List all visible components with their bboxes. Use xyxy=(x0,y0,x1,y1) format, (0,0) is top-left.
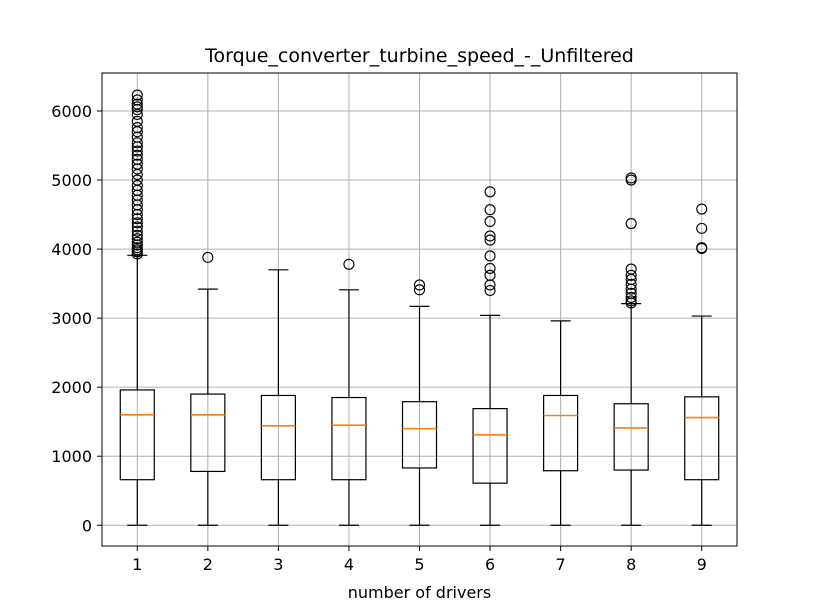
outlier-point xyxy=(131,213,143,225)
outlier-point xyxy=(131,145,143,157)
outlier-point xyxy=(131,98,143,110)
y-tick-label: 4000 xyxy=(51,240,92,259)
box-plot-series xyxy=(119,89,720,526)
y-tick-label: 3000 xyxy=(51,309,92,328)
outlier-point xyxy=(484,234,496,246)
outlier-point xyxy=(696,203,708,215)
outlier-point xyxy=(131,115,143,127)
box-group-2 xyxy=(190,251,226,526)
x-axis-label: number of drivers xyxy=(348,583,491,602)
outlier-point xyxy=(343,258,355,270)
outlier-point xyxy=(625,287,637,299)
box-group-1 xyxy=(119,89,155,526)
outlier-point xyxy=(131,149,143,161)
box-group-6 xyxy=(472,186,508,526)
iqr-box xyxy=(472,407,508,484)
outlier-point xyxy=(131,174,143,186)
x-tick-label: 8 xyxy=(626,555,636,574)
iqr-box xyxy=(331,396,367,481)
box-group-8 xyxy=(613,172,649,526)
box-group-7 xyxy=(543,320,579,526)
outlier-point xyxy=(131,221,143,233)
box-group-4 xyxy=(331,258,367,526)
iqr-box xyxy=(613,403,649,471)
outlier-point xyxy=(484,250,496,262)
outlier-point xyxy=(484,284,496,297)
iqr-box xyxy=(401,401,438,469)
outlier-point xyxy=(131,236,143,248)
x-tick-label: 7 xyxy=(556,555,566,574)
x-tick-label: 2 xyxy=(203,555,213,574)
outlier-point xyxy=(131,217,143,229)
box-group-3 xyxy=(260,269,296,526)
outlier-point xyxy=(131,101,143,113)
outlier-point xyxy=(484,204,496,216)
iqr-box xyxy=(190,393,226,473)
y-tick-label: 0 xyxy=(82,516,92,535)
outlier-point xyxy=(131,233,143,245)
outlier-point xyxy=(131,122,143,134)
outlier-point xyxy=(625,263,637,275)
outlier-point xyxy=(131,225,143,237)
outlier-point xyxy=(625,291,637,303)
outlier-point xyxy=(131,137,143,149)
outlier-point xyxy=(625,278,637,290)
iqr-box xyxy=(684,396,720,481)
x-tick-label: 1 xyxy=(132,555,142,574)
outlier-point xyxy=(131,158,143,170)
x-tick-label: 6 xyxy=(485,555,495,574)
axis-ticks: 0 1000 2000 3000 4000 5000 6000 1 2 3 4 5 6 7 8 9 xyxy=(51,102,707,574)
outlier-point xyxy=(413,284,426,296)
outlier-point xyxy=(484,230,496,242)
grid-lines xyxy=(102,73,737,546)
outlier-point xyxy=(131,153,143,165)
outlier-point xyxy=(484,215,496,228)
outlier-point xyxy=(484,186,496,198)
x-tick-label: 9 xyxy=(697,555,707,574)
outlier-point xyxy=(131,242,143,254)
iqr-box xyxy=(260,394,296,481)
x-tick-label: 5 xyxy=(414,555,424,574)
outlier-point xyxy=(625,217,637,230)
outlier-point xyxy=(131,94,143,106)
outlier-point xyxy=(696,222,708,234)
outlier-point xyxy=(625,295,637,307)
outlier-point xyxy=(131,229,143,241)
outlier-point xyxy=(131,180,143,192)
y-tick-label: 2000 xyxy=(51,378,92,397)
iqr-box xyxy=(543,394,579,472)
iqr-box xyxy=(119,389,155,481)
outlier-point xyxy=(625,269,637,281)
outlier-point xyxy=(625,172,637,184)
outlier-point xyxy=(131,89,143,101)
y-tick-label: 5000 xyxy=(51,171,92,190)
box-group-9 xyxy=(684,203,720,526)
outlier-point xyxy=(202,251,214,263)
outlier-point xyxy=(696,242,708,254)
y-tick-label: 6000 xyxy=(51,102,92,121)
outlier-point xyxy=(484,269,496,281)
x-tick-label: 4 xyxy=(344,555,354,574)
y-tick-label: 1000 xyxy=(51,447,92,466)
box-group-5 xyxy=(401,279,438,526)
outlier-point xyxy=(413,279,426,291)
x-tick-label: 3 xyxy=(273,555,283,574)
chart-title: Torque_converter_turbine_speed_-_Unfilte… xyxy=(204,45,634,67)
outlier-point xyxy=(484,262,496,274)
